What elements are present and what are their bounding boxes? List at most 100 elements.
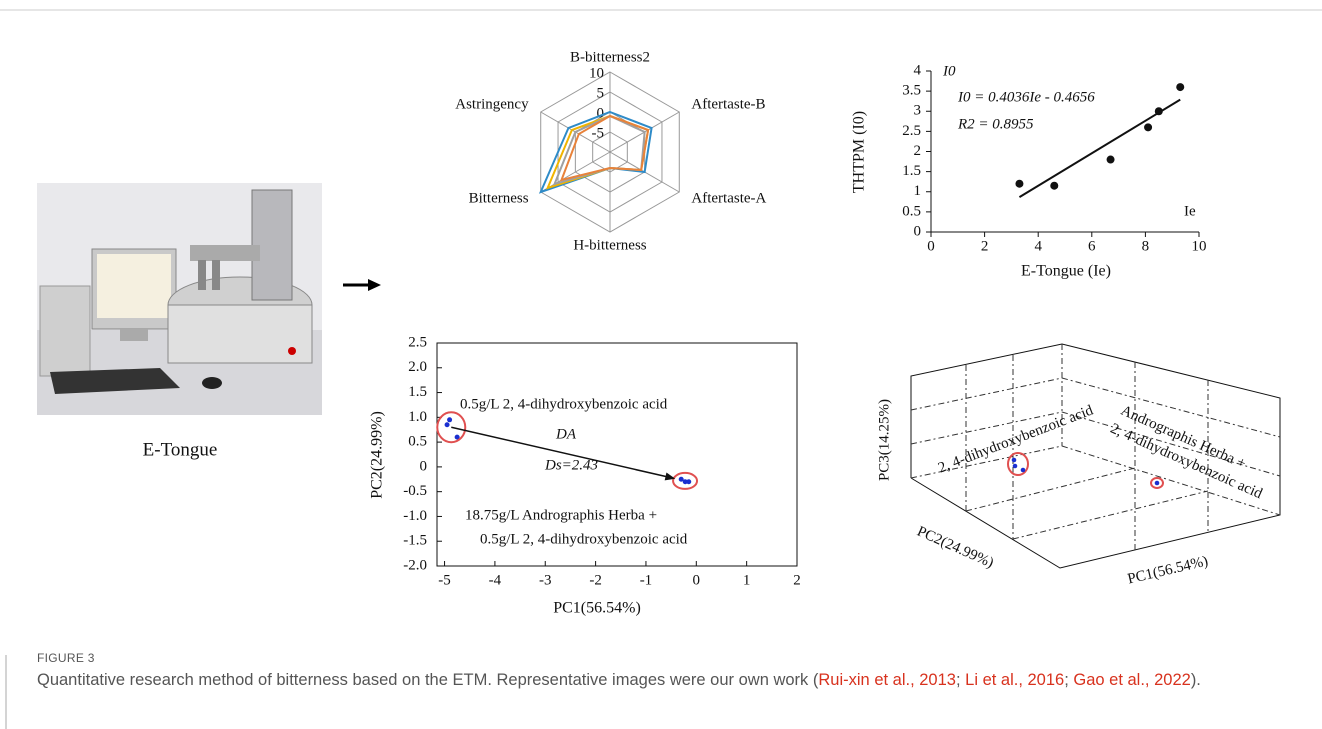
group-ring	[1008, 453, 1028, 475]
axis-label: Aftertaste-B	[691, 96, 765, 112]
citation[interactable]: Gao et al., 2022	[1073, 671, 1190, 689]
photo-label: E-Tongue	[143, 439, 218, 460]
separator: ;	[1064, 671, 1073, 689]
y-tick-label: 1	[914, 183, 922, 199]
x-axis-label: PC1(56.54%)	[1126, 553, 1210, 587]
x-tick-label: -5	[438, 572, 451, 588]
point	[1176, 83, 1184, 91]
y-tick-label: -1.5	[403, 533, 427, 549]
y-tick-label: 0	[914, 223, 922, 239]
button	[288, 347, 296, 355]
annotation: 18.75g/L Andrographis Herba +	[465, 507, 657, 523]
x-tick-label: 0	[693, 572, 701, 588]
pca-3d-points	[1012, 458, 1160, 486]
citation[interactable]: Rui-xin et al., 2013	[818, 671, 956, 689]
point	[1050, 182, 1058, 190]
x-tick-label: -2	[589, 572, 602, 588]
x-tick-label: -1	[640, 572, 653, 588]
annotation: R2 = 0.8955	[957, 116, 1034, 132]
axis-label: Bitterness	[469, 190, 529, 206]
grid-line	[1013, 491, 1208, 539]
y-tick-label: -2.0	[403, 557, 427, 573]
y-tick-label: 1.5	[902, 163, 921, 179]
fit-line	[1019, 100, 1180, 197]
y-tick-label: 1.5	[408, 384, 427, 400]
point	[1021, 468, 1026, 473]
point	[1144, 123, 1152, 131]
y-tick-label: 2.5	[408, 334, 427, 350]
x-axis-label: PC1(56.54%)	[553, 600, 641, 617]
x-tick-label: -4	[489, 572, 502, 588]
arrow-head	[368, 279, 381, 291]
axis-label: Astringency	[455, 96, 529, 112]
grid-line	[1062, 412, 1280, 476]
annotation: DA	[555, 426, 577, 442]
y-tick-label: 2	[914, 143, 922, 159]
y-tick-label: 0	[420, 458, 428, 474]
arrow	[343, 279, 381, 291]
axis-label: Aftertaste-A	[691, 190, 766, 206]
x-tick-label: 1	[743, 572, 751, 588]
monitor-stand	[120, 329, 148, 341]
x-tick-label: 6	[1088, 238, 1096, 254]
y-tick-label: 2.5	[902, 123, 921, 139]
citation[interactable]: Li et al., 2016	[965, 671, 1064, 689]
annotation: 0.5g/L 2, 4-dihydroxybenzoic acid	[460, 396, 668, 412]
axis-label: B-bitterness2	[570, 49, 650, 65]
y-axis-label: THTPM (I0)	[851, 111, 868, 193]
annotation: Ds=2.43	[544, 457, 598, 473]
point	[1013, 464, 1018, 469]
axis-label: H-bitterness	[573, 237, 646, 253]
r-tick-label: -5	[592, 125, 605, 141]
y-tick-label: 2.0	[408, 359, 427, 375]
point	[1015, 180, 1023, 188]
figure: E-Tongue PC3(14.25%) PC2(24.9	[0, 0, 1322, 640]
y-tick-label: 0.5	[902, 203, 921, 219]
annotation: I0	[942, 63, 956, 79]
mouse	[202, 377, 222, 389]
caption-closing: ).	[1191, 671, 1201, 689]
r-tick-label: 10	[589, 65, 604, 81]
point	[447, 417, 452, 422]
caption: Quantitative research method of bitterne…	[37, 669, 1287, 692]
x-tick-label: -3	[539, 572, 552, 588]
photo	[37, 183, 322, 415]
grid-line	[966, 468, 1135, 511]
x-tick-label: 8	[1142, 238, 1150, 254]
y-axis-label: PC2(24.99%)	[369, 411, 386, 499]
grid-line	[911, 378, 1062, 410]
caption-text: Quantitative research method of bitterne…	[37, 671, 818, 689]
side-rule	[0, 0, 12, 729]
pc	[40, 286, 90, 376]
annotation: I0 = 0.4036Ie - 0.4656	[957, 89, 1095, 105]
x-axis-label: E-Tongue (Ie)	[1021, 263, 1111, 280]
y-tick-label: 1.0	[408, 409, 427, 425]
point	[1012, 458, 1017, 463]
z-axis-label: PC3(14.25%)	[876, 399, 892, 481]
screen	[97, 254, 171, 318]
y-tick-label: -0.5	[403, 483, 427, 499]
y-tick-label: 4	[914, 62, 922, 78]
caption-label: FIGURE 3	[37, 651, 1287, 665]
y-tick-label: -1.0	[403, 508, 427, 524]
y-tick-label: 0.5	[408, 434, 427, 450]
x-tick-label: 4	[1034, 238, 1042, 254]
sensor	[198, 260, 206, 290]
x-tick-label: 0	[927, 238, 935, 254]
x-tick-label: 10	[1192, 238, 1207, 254]
separator: ;	[956, 671, 965, 689]
point	[686, 479, 691, 484]
annotation: 0.5g/L 2, 4-dihydroxybenzoic acid	[480, 531, 688, 547]
x-tick-label: 2	[981, 238, 989, 254]
page: E-Tongue PC3(14.25%) PC2(24.9	[0, 0, 1322, 729]
sensor	[212, 260, 220, 290]
arm	[190, 245, 260, 261]
y-tick-label: 3.5	[902, 83, 921, 99]
x-tick-label: 2	[793, 572, 801, 588]
annotation: Ie	[1184, 203, 1196, 219]
point	[1155, 481, 1160, 486]
r-tick-label: 5	[597, 85, 605, 101]
y-axis-label: PC2(24.99%)	[914, 523, 996, 571]
point	[1107, 156, 1115, 164]
y-tick-label: 3	[914, 103, 922, 119]
